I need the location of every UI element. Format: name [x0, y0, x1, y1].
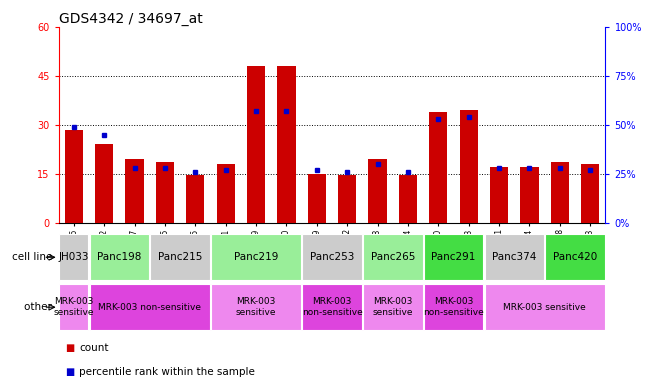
- Text: MRK-003
sensitive: MRK-003 sensitive: [372, 298, 413, 317]
- Text: cell line: cell line: [12, 252, 55, 262]
- Text: MRK-003
non-sensitive: MRK-003 non-sensitive: [301, 298, 363, 317]
- Text: Panc265: Panc265: [370, 252, 415, 262]
- Text: Panc253: Panc253: [310, 252, 354, 262]
- Bar: [424, 234, 483, 280]
- Text: Panc215: Panc215: [158, 252, 202, 262]
- Text: GDS4342 / 34697_at: GDS4342 / 34697_at: [59, 12, 202, 26]
- Text: ■: ■: [65, 367, 74, 377]
- Text: MRK-003 sensitive: MRK-003 sensitive: [503, 303, 586, 312]
- Bar: [211, 234, 301, 280]
- Bar: [217, 164, 235, 223]
- Bar: [546, 234, 605, 280]
- Text: MRK-003
sensitive: MRK-003 sensitive: [236, 298, 276, 317]
- Bar: [64, 130, 83, 223]
- Bar: [399, 175, 417, 223]
- Text: MRK-003 non-sensitive: MRK-003 non-sensitive: [98, 303, 201, 312]
- Bar: [363, 284, 422, 330]
- Bar: [59, 284, 89, 330]
- Bar: [302, 284, 362, 330]
- Bar: [211, 284, 301, 330]
- Text: other: other: [24, 302, 55, 312]
- Bar: [484, 284, 605, 330]
- Bar: [95, 144, 113, 223]
- Bar: [247, 66, 265, 223]
- Bar: [460, 110, 478, 223]
- Bar: [277, 66, 296, 223]
- Bar: [302, 234, 362, 280]
- Text: Panc420: Panc420: [553, 252, 597, 262]
- Text: MRK-003
non-sensitive: MRK-003 non-sensitive: [423, 298, 484, 317]
- Text: percentile rank within the sample: percentile rank within the sample: [79, 367, 255, 377]
- Bar: [90, 234, 149, 280]
- Bar: [156, 162, 174, 223]
- Bar: [363, 234, 422, 280]
- Text: ■: ■: [65, 343, 74, 353]
- Bar: [581, 164, 600, 223]
- Text: JH033: JH033: [59, 252, 89, 262]
- Bar: [424, 284, 483, 330]
- Bar: [338, 175, 356, 223]
- Bar: [150, 234, 210, 280]
- Text: Panc219: Panc219: [234, 252, 278, 262]
- Text: MRK-003
sensitive: MRK-003 sensitive: [53, 298, 94, 317]
- Bar: [186, 175, 204, 223]
- Text: Panc198: Panc198: [97, 252, 141, 262]
- Bar: [551, 162, 569, 223]
- Bar: [59, 234, 89, 280]
- Bar: [490, 167, 508, 223]
- Bar: [308, 174, 326, 223]
- Text: Panc291: Panc291: [432, 252, 476, 262]
- Bar: [484, 234, 544, 280]
- Bar: [126, 159, 144, 223]
- Bar: [90, 284, 210, 330]
- Text: Panc374: Panc374: [492, 252, 536, 262]
- Bar: [368, 159, 387, 223]
- Text: count: count: [79, 343, 109, 353]
- Bar: [520, 167, 538, 223]
- Bar: [429, 112, 447, 223]
